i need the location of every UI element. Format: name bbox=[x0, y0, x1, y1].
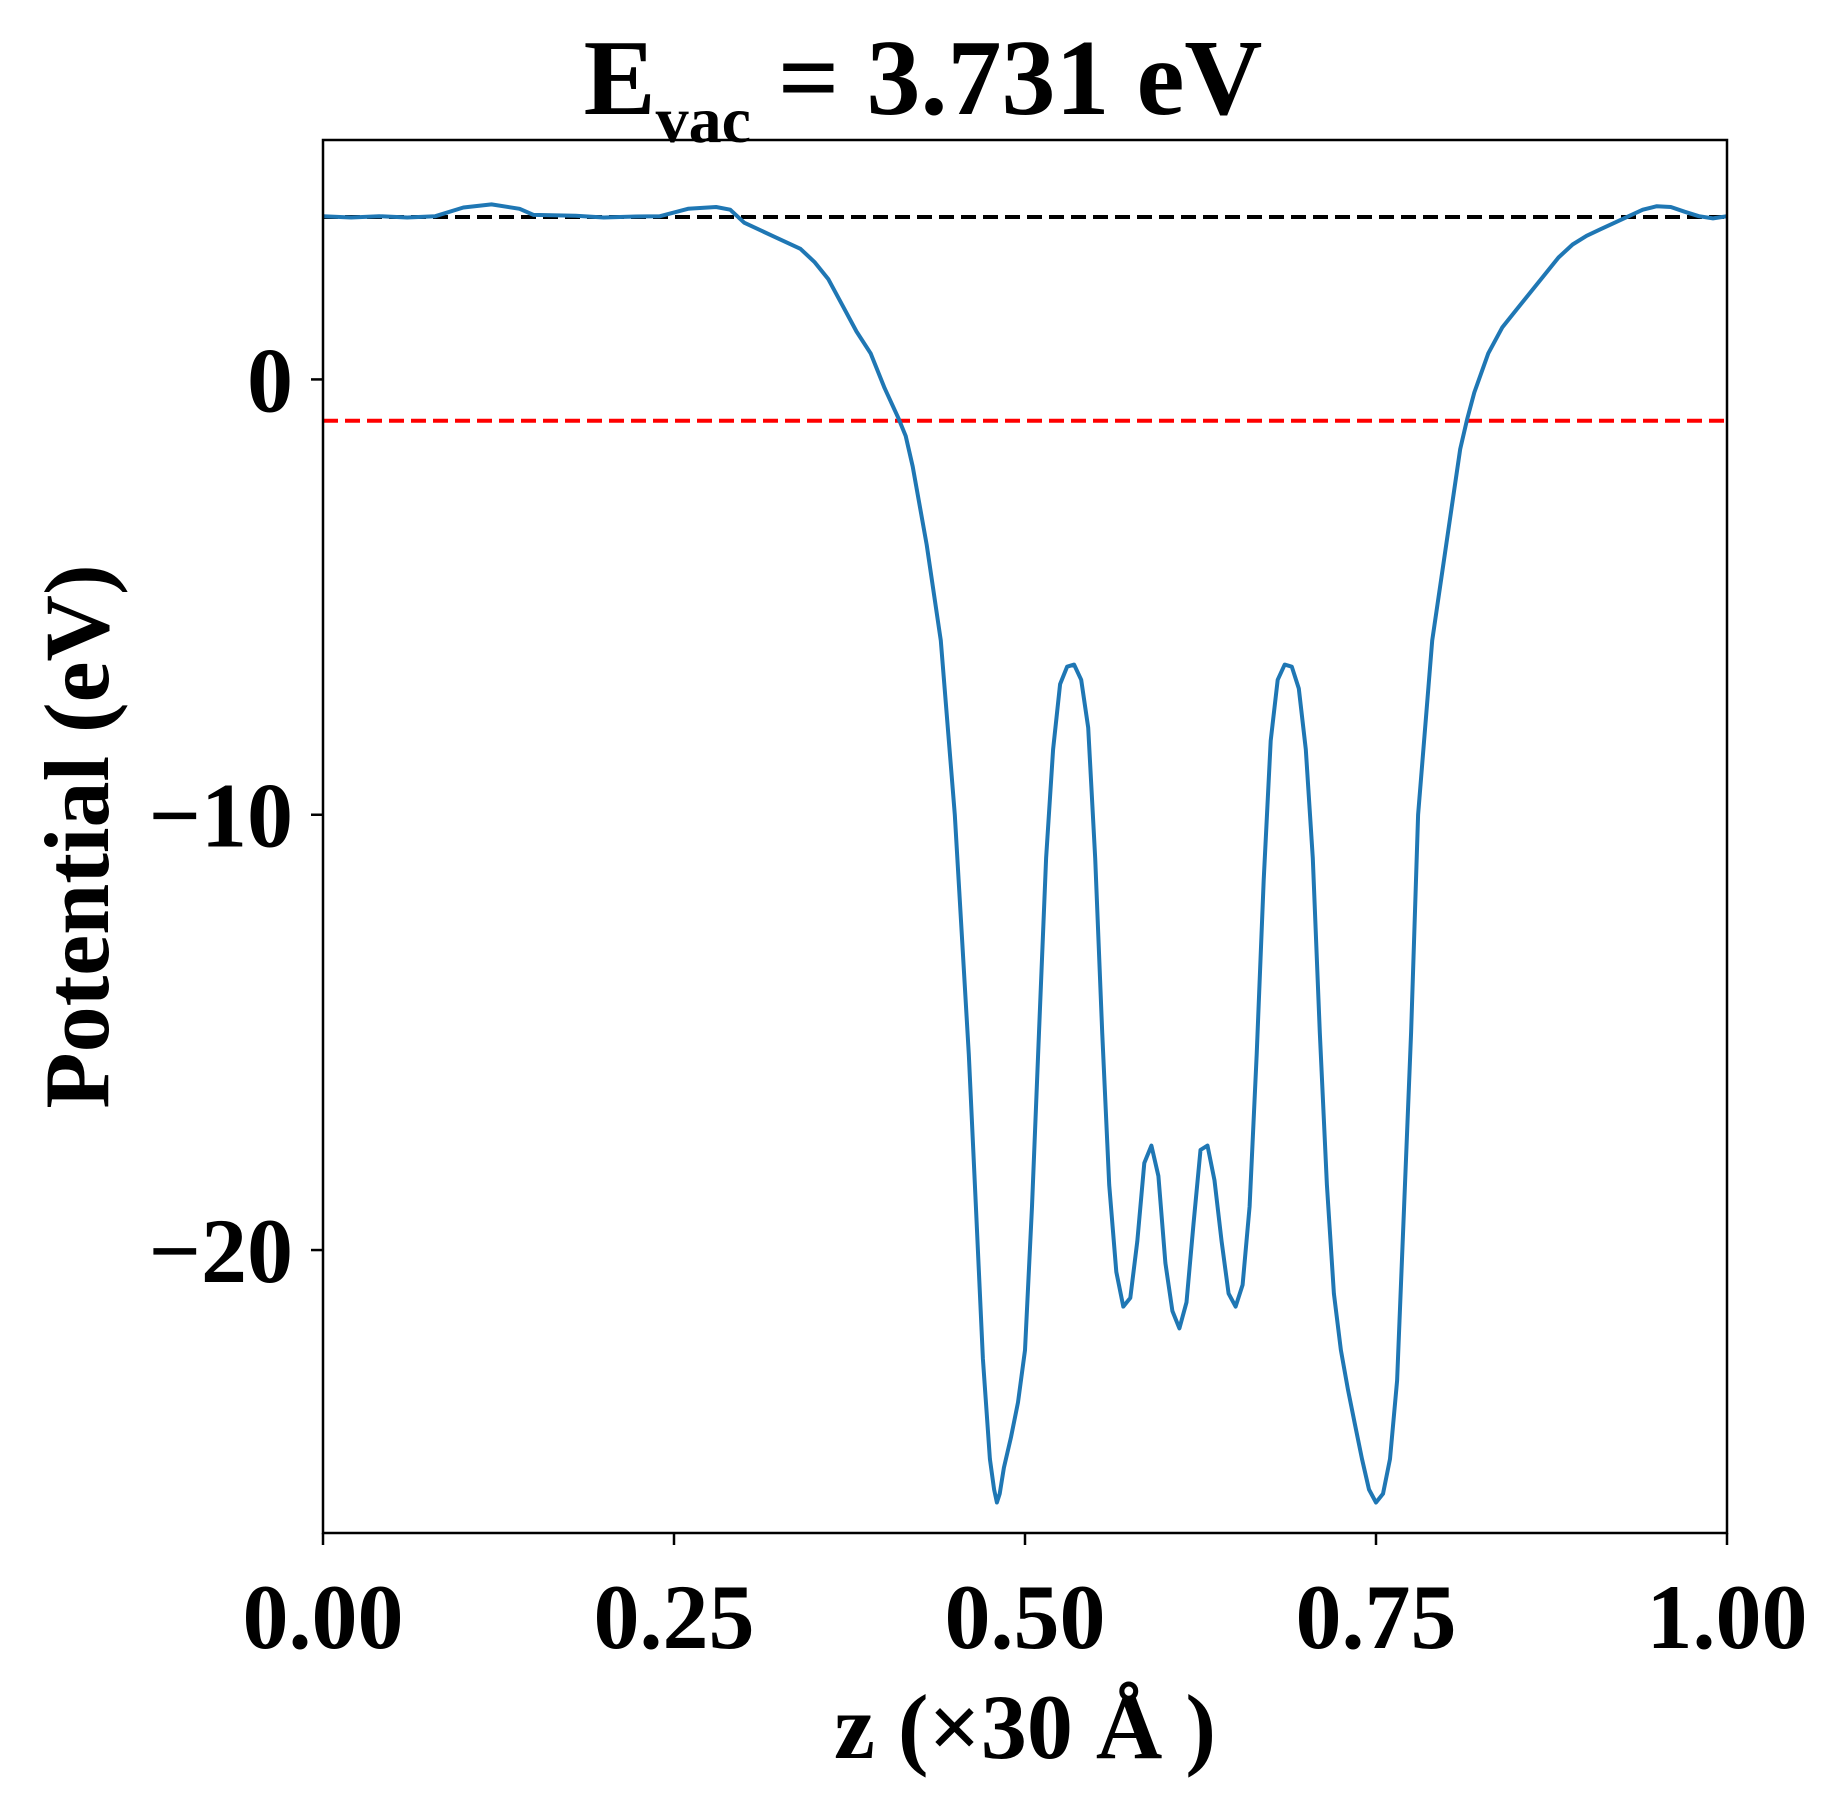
x-tick-label: 0.25 bbox=[594, 1566, 755, 1668]
y-axis-label: Potential (eV) bbox=[26, 564, 128, 1108]
x-tick-label: 0.50 bbox=[945, 1566, 1106, 1668]
plot-area bbox=[323, 202, 1727, 1505]
x-tick-label: 1.00 bbox=[1647, 1566, 1808, 1668]
axis-ticks: 0.00 0.25 0.50 0.75 1.00 0 −10 −20 bbox=[149, 329, 1808, 1668]
chart-title: Evac = 3.731 eV bbox=[584, 19, 1263, 157]
x-tick-label: 0.00 bbox=[243, 1566, 404, 1668]
x-tick-label: 0.75 bbox=[1296, 1566, 1457, 1668]
y-tick-label: −20 bbox=[149, 1200, 293, 1302]
y-tick-label: 0 bbox=[247, 329, 293, 431]
y-tick-label: −10 bbox=[149, 765, 293, 867]
potential-series-line bbox=[323, 202, 1727, 1505]
x-axis-label: z (×30 Å ) bbox=[834, 1676, 1216, 1778]
